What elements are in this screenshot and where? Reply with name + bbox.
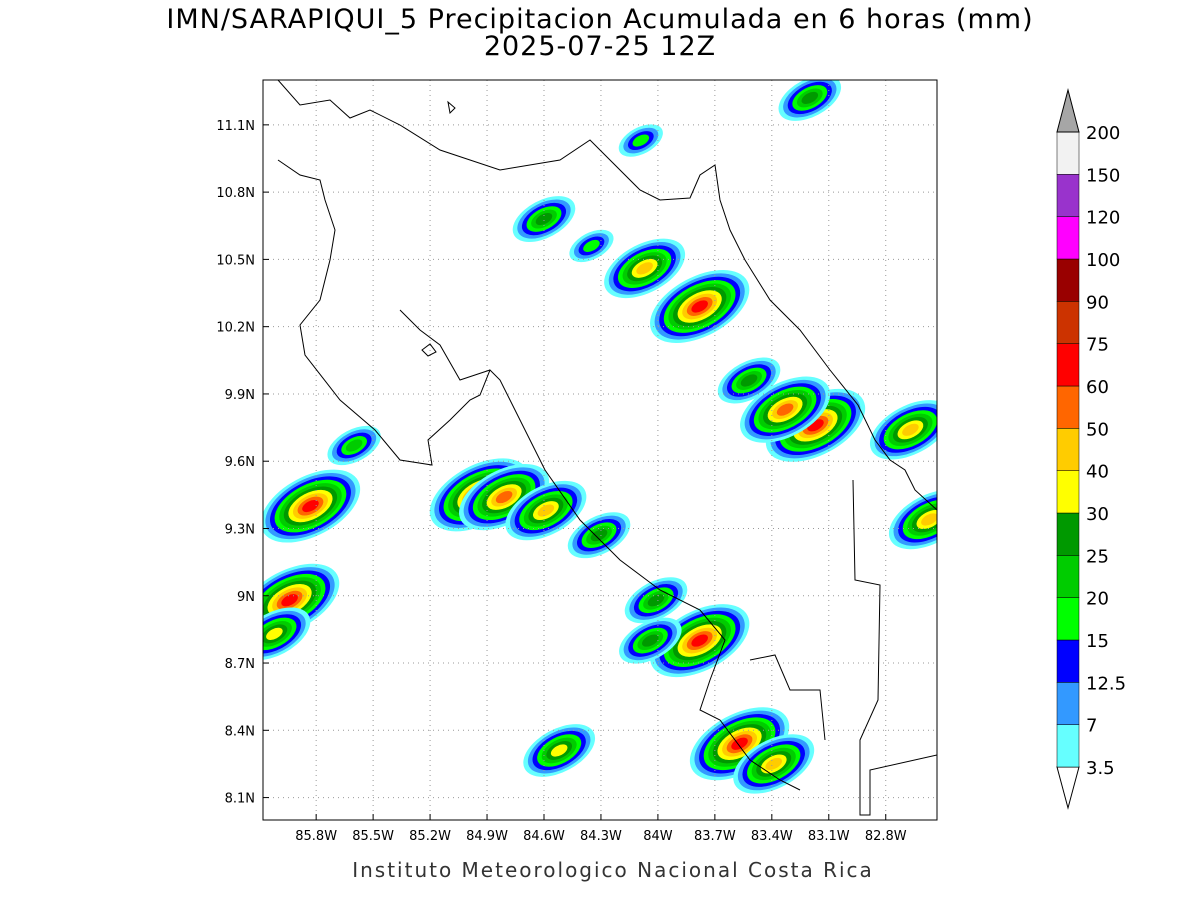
lat-tick-label: 9.9N xyxy=(225,388,255,403)
coastline xyxy=(399,309,491,381)
colorbar-label: 90 xyxy=(1086,292,1109,313)
colorbar-box xyxy=(1056,301,1080,344)
colorbar-label: 30 xyxy=(1086,504,1109,525)
lat-tick-label: 8.1N xyxy=(225,792,255,807)
colorbar-label: 120 xyxy=(1086,208,1120,229)
lon-tick-label: 85.2W xyxy=(409,829,451,844)
precip-peak xyxy=(921,513,937,526)
colorbar-label: 20 xyxy=(1086,589,1109,610)
colorbar-box xyxy=(1056,597,1080,641)
colorbar-box xyxy=(1056,216,1080,260)
colorbar-label: 12.5 xyxy=(1086,673,1126,694)
colorbar-label: 15 xyxy=(1086,631,1109,652)
coastline xyxy=(277,159,801,791)
colorbar-over xyxy=(1056,88,1080,133)
precip-peak xyxy=(801,91,819,105)
colorbar-box xyxy=(1056,555,1080,598)
lon-tick-label: 83.7W xyxy=(694,829,736,844)
colorbar-box xyxy=(1056,639,1080,683)
precip-peak xyxy=(776,403,794,416)
colorbar-box xyxy=(1056,428,1080,471)
subtitle: 2025-07-25 12Z xyxy=(484,31,716,62)
colorbar-label: 150 xyxy=(1086,165,1120,186)
colorbar-under xyxy=(1056,766,1080,810)
title: IMN/SARAPIQUI_5 Precipitacion Acumulada … xyxy=(166,4,1033,35)
lat-tick-label: 9N xyxy=(237,590,255,605)
precip-peak xyxy=(537,504,555,517)
precip-peak xyxy=(740,374,758,387)
lat-tick-label: 10.8N xyxy=(216,186,255,201)
precip-peak xyxy=(590,529,608,542)
colorbar-box xyxy=(1056,174,1080,217)
ticks: 8.1N 8.4N 8.7N 9N 9.3N 9.6N 9.9N 10.2N 10.5N 10.8… xyxy=(216,119,906,844)
coastline xyxy=(749,654,826,741)
colorbar-box xyxy=(1056,512,1080,556)
precip-peak xyxy=(902,423,919,436)
colorbar-box xyxy=(1056,470,1080,514)
coastline xyxy=(277,80,937,511)
precip-peak xyxy=(302,499,319,513)
footer: Instituto Meteorologico Nacional Costa R… xyxy=(352,858,874,882)
precip-peak xyxy=(583,239,600,253)
lon-tick-label: 84.6W xyxy=(523,829,565,844)
coastlines xyxy=(277,80,937,816)
lat-tick-label: 10.5N xyxy=(216,253,255,268)
colorbar-label: 200 xyxy=(1086,123,1120,144)
lat-tick-label: 8.7N xyxy=(225,657,255,672)
lon-tick-label: 83.4W xyxy=(751,829,793,844)
precip-peak xyxy=(691,300,708,313)
precip-peak xyxy=(345,439,363,452)
colorbar-label: 100 xyxy=(1086,250,1120,271)
precip-peak xyxy=(281,594,298,607)
colorbar-box xyxy=(1056,258,1080,302)
lon-tick-label: 84.9W xyxy=(466,829,508,844)
border xyxy=(852,479,937,816)
precip-peak xyxy=(691,634,708,647)
lon-tick-label: 85.8W xyxy=(295,829,337,844)
precip-peak xyxy=(550,744,568,757)
lat-tick-label: 11.1N xyxy=(216,119,255,134)
precip-peak xyxy=(266,627,283,640)
precip-peak xyxy=(535,212,553,226)
colorbar: 3.5 7 12.5 15 20 25 30 40 50 60 75 90 100 120 150 200 xyxy=(1056,88,1126,810)
precip-peak xyxy=(647,594,665,607)
precip-peak xyxy=(642,634,659,647)
colorbar-label: 7 xyxy=(1086,716,1097,737)
colorbar-box xyxy=(1056,385,1080,429)
map-frame xyxy=(262,79,938,821)
colorbar-box xyxy=(1056,131,1080,175)
precip-layer xyxy=(263,80,937,794)
lon-tick-label: 84.3W xyxy=(580,829,622,844)
precip-peak xyxy=(765,757,783,771)
lat-tick-label: 9.3N xyxy=(225,522,255,537)
lat-tick-label: 10.2N xyxy=(216,321,255,336)
colorbar-label: 3.5 xyxy=(1086,758,1115,779)
lon-tick-label: 83.1W xyxy=(808,829,850,844)
colorbar-box xyxy=(1056,343,1080,387)
colorbar-box xyxy=(1056,682,1080,725)
lat-tick-label: 9.6N xyxy=(225,455,255,470)
precip-peak xyxy=(495,491,513,504)
lat-tick-label: 8.4N xyxy=(225,724,255,739)
lon-tick-label: 82.8W xyxy=(865,829,907,844)
colorbar-label: 50 xyxy=(1086,419,1109,440)
colorbar-label: 60 xyxy=(1086,377,1109,398)
coastline xyxy=(421,343,437,357)
colorbar-box xyxy=(1056,724,1080,768)
precip-peak xyxy=(636,262,653,275)
precip-peak xyxy=(632,134,650,147)
colorbar-label: 25 xyxy=(1086,546,1109,567)
coastline xyxy=(447,100,456,115)
colorbar-label: 40 xyxy=(1086,462,1109,483)
lon-tick-label: 85.5W xyxy=(352,829,394,844)
lon-tick-label: 84W xyxy=(643,829,673,844)
colorbar-label: 75 xyxy=(1086,335,1109,356)
